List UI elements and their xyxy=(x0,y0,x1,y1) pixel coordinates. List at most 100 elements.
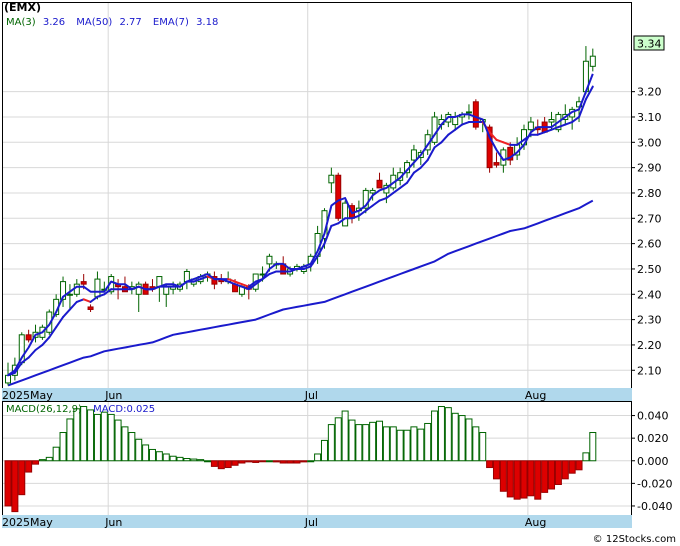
candle-body xyxy=(465,111,472,114)
macd-bar-positive xyxy=(107,413,115,462)
candle-body xyxy=(493,162,500,166)
ema7-segment xyxy=(55,316,65,329)
ema7-segment xyxy=(13,361,23,374)
ema7-segment xyxy=(571,115,581,124)
macd-bar-positive xyxy=(451,412,459,462)
macd-bar-positive xyxy=(142,444,150,462)
macd-bar-positive xyxy=(38,459,46,462)
candle-down xyxy=(211,271,218,290)
macd-bar-positive xyxy=(582,452,590,462)
ema7-segment xyxy=(302,265,312,270)
macd-bar-negative xyxy=(520,460,528,499)
ema7-segment xyxy=(234,280,243,286)
macd-bar-positive xyxy=(162,453,170,462)
candle-body xyxy=(163,286,170,295)
macd-bar-positive xyxy=(135,438,143,462)
macd-bar-positive xyxy=(176,456,184,462)
macd-bar-positive xyxy=(479,432,487,462)
macd-bar-negative xyxy=(210,460,218,467)
macd-bar-positive xyxy=(66,418,74,462)
macd-bar-positive xyxy=(52,446,60,462)
macd-x-axis: 2025May Jun Jul Aug xyxy=(2,515,632,529)
ema7-segment xyxy=(103,288,113,296)
price-tick-label: 2.70 xyxy=(637,212,662,225)
macd-bar-positive xyxy=(265,460,273,463)
macd-bar-positive xyxy=(155,451,163,462)
macd-bar-negative xyxy=(259,460,267,463)
macd-bar-negative xyxy=(513,460,521,500)
price-panel: 2.10 2.20 2.30 2.40 2.50 2.60 2.70 2.80 2.90 3.00… xyxy=(2,1,665,389)
macd-bar-negative xyxy=(4,460,12,507)
candle-up xyxy=(60,276,67,307)
ema7-segment xyxy=(419,159,429,169)
ema7-segment xyxy=(240,283,250,288)
ema7-segment xyxy=(454,123,464,131)
ema7-segment xyxy=(323,224,333,245)
candle-body xyxy=(25,334,32,341)
candle-up xyxy=(66,284,73,310)
macd-bar-positive xyxy=(348,419,356,462)
ema7-segment xyxy=(96,293,106,298)
price-month-label: 2025May xyxy=(2,389,53,402)
ema7-segment xyxy=(41,336,51,346)
price-x-axis: 2025May Jun Jul Aug xyxy=(2,388,632,402)
macd-bar-positive xyxy=(410,426,418,462)
candle-down xyxy=(376,172,383,189)
ema7-segment xyxy=(502,141,512,146)
ema7-segment xyxy=(543,128,553,134)
candle-down xyxy=(493,152,500,168)
candle-body xyxy=(342,202,349,227)
candle-down xyxy=(507,142,514,166)
copyright-watermark: © 12Stocks.com xyxy=(593,534,676,545)
macd-bar-positive xyxy=(197,459,205,462)
macd-bar-positive xyxy=(169,455,177,462)
ema7-segment xyxy=(371,199,381,207)
ma50-line xyxy=(7,199,594,387)
candle-up xyxy=(362,187,369,214)
candle-body xyxy=(5,374,11,384)
candle-body xyxy=(80,281,87,285)
macd-x-axis-labels: 2025May Jun Jul Aug xyxy=(2,516,546,529)
ema7-segment xyxy=(564,121,574,126)
candle-down xyxy=(335,172,342,221)
macd-bar-positive xyxy=(341,410,349,462)
candle-down xyxy=(472,99,479,130)
ema7-segment xyxy=(364,204,374,212)
macd-tick-label: -0.020 xyxy=(637,477,672,490)
ma50-legend-value: 2.77 xyxy=(119,17,141,28)
candle-up xyxy=(431,111,438,145)
ema7-segment xyxy=(461,121,470,126)
price-tick-label: 2.20 xyxy=(637,339,662,352)
ema7-layer xyxy=(7,85,594,377)
macd-legend-label: MACD(26,12,9) xyxy=(6,404,82,415)
macd-panel: 0.040 0.020 0.000 -0.020 -0.040 MACD(26,12,9… xyxy=(2,401,672,516)
macd-legend-value: MACD:0.025 xyxy=(93,404,155,415)
macd-bar-positive xyxy=(114,419,122,462)
candle-down xyxy=(87,304,94,313)
macd-bar-negative xyxy=(534,460,542,500)
macd-bar-positive xyxy=(465,418,473,462)
price-tick-label: 2.50 xyxy=(637,263,662,276)
candle-body xyxy=(452,116,459,126)
macd-bar-negative xyxy=(18,460,26,496)
macd-bar-positive xyxy=(389,426,397,462)
candle-down xyxy=(25,329,32,343)
macd-bar-positive xyxy=(417,428,425,462)
ema7-segment xyxy=(378,197,388,202)
macd-bar-positive xyxy=(204,460,212,463)
macd-bar-positive xyxy=(314,453,322,462)
price-tick-label: 3.00 xyxy=(637,136,662,149)
candle-body xyxy=(87,306,94,310)
macd-bar-negative xyxy=(575,460,583,471)
candle-body xyxy=(548,119,555,123)
price-tick-label: 2.30 xyxy=(637,314,662,327)
price-tick-label: 2.90 xyxy=(637,162,662,175)
ema7-segment xyxy=(550,126,560,131)
ema7-segment xyxy=(82,298,92,303)
price-tick-label: 2.40 xyxy=(637,288,662,301)
ema7-segment xyxy=(447,128,457,136)
macd-bar-positive xyxy=(190,458,198,462)
candle-body xyxy=(486,126,493,169)
macd-bar-negative xyxy=(300,460,308,463)
